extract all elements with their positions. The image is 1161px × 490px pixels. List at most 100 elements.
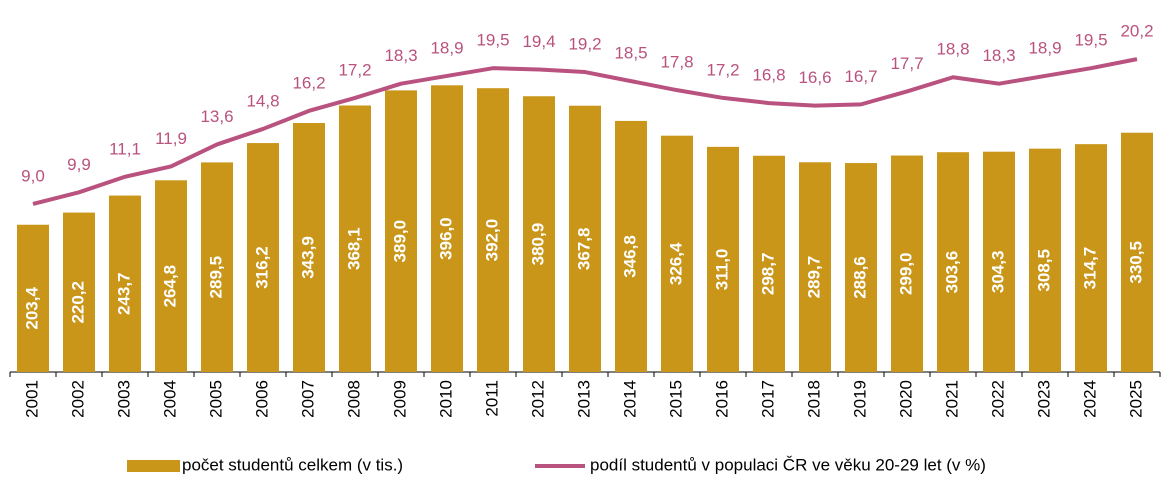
bar-value-label: 299,0 (896, 252, 915, 295)
bar-value-label: 316,2 (252, 246, 271, 289)
bar-value-label: 396,0 (436, 217, 455, 260)
line-value-label: 17,7 (890, 54, 923, 73)
bar-value-label: 203,4 (22, 287, 41, 330)
line-value-label: 18,5 (614, 44, 647, 63)
bar (615, 120, 647, 372)
bar-value-label: 303,6 (942, 251, 961, 294)
x-tick-label: 2023 (1034, 380, 1053, 418)
line-value-label: 9,9 (67, 155, 91, 174)
bar-value-label: 220,2 (68, 281, 87, 324)
bar-value-label: 298,7 (758, 253, 777, 296)
line-value-label: 16,6 (798, 68, 831, 87)
line-value-label: 19,4 (522, 32, 555, 51)
line-value-label: 17,2 (338, 60, 371, 79)
bar (1075, 144, 1107, 372)
x-tick-label: 2008 (344, 380, 363, 418)
bar (339, 105, 371, 372)
bar-value-label: 326,4 (666, 242, 685, 285)
bar (201, 162, 233, 372)
x-tick-label: 2005 (206, 380, 225, 418)
x-tick-label: 2009 (390, 380, 409, 418)
x-tick-label: 2025 (1126, 380, 1145, 418)
line-value-label: 18,9 (1028, 38, 1061, 57)
x-tick-label: 2001 (22, 380, 41, 418)
bar-value-label: 243,7 (114, 273, 133, 316)
x-tick-label: 2006 (252, 380, 271, 418)
x-tick-label: 2022 (988, 380, 1007, 418)
bar (661, 135, 693, 372)
line-value-label: 14,8 (246, 91, 279, 110)
x-tick-label: 2007 (298, 380, 317, 418)
bar (1121, 132, 1153, 372)
bar (385, 90, 417, 372)
bar-value-label: 264,8 (160, 265, 179, 308)
legend-label: podíl studentů v populaci ČR ve věku 20-… (590, 455, 986, 474)
bar (247, 143, 279, 372)
bar-value-label: 308,5 (1034, 249, 1053, 292)
x-tick-label: 2018 (804, 380, 823, 418)
legend-label: počet studentů celkem (v tis.) (182, 455, 403, 474)
bar (753, 155, 785, 372)
line-value-label: 18,3 (384, 46, 417, 65)
line-value-label: 19,5 (476, 31, 509, 50)
x-tick-label: 2013 (574, 380, 593, 418)
x-tick-label: 2019 (850, 380, 869, 418)
line-value-label: 20,2 (1120, 22, 1153, 41)
bar (293, 123, 325, 372)
bar-value-label: 304,3 (988, 251, 1007, 294)
x-tick-label: 2010 (436, 380, 455, 418)
bar (155, 180, 187, 372)
x-tick-label: 2002 (68, 380, 87, 418)
x-tick-label: 2024 (1080, 380, 1099, 418)
bar-value-label: 368,1 (344, 227, 363, 270)
x-tick-label: 2021 (942, 380, 961, 418)
line-value-label: 18,3 (982, 46, 1015, 65)
bar-value-label: 289,5 (206, 256, 225, 299)
line-value-label: 17,2 (706, 60, 739, 79)
line-value-label: 16,2 (292, 73, 325, 92)
line-value-label: 19,5 (1074, 31, 1107, 50)
bar-value-label: 311,0 (712, 249, 731, 291)
bar (63, 212, 95, 372)
line-value-label: 11,9 (155, 129, 187, 148)
bar (523, 96, 555, 373)
x-tick-label: 2015 (666, 380, 685, 418)
x-tick-label: 2003 (114, 380, 133, 418)
bar-value-label: 314,7 (1080, 247, 1099, 290)
bar (17, 224, 49, 372)
x-tick-label: 2020 (896, 380, 915, 418)
x-tick-label: 2014 (620, 380, 639, 418)
bar-value-label: 389,0 (390, 220, 409, 263)
x-tick-label: 2012 (528, 380, 547, 418)
line-value-label: 18,9 (430, 38, 463, 57)
bar (937, 152, 969, 372)
bar (109, 195, 141, 372)
line-value-label: 19,2 (568, 35, 601, 54)
bar-value-label: 346,8 (620, 235, 639, 278)
line-value-label: 16,7 (844, 67, 877, 86)
bar (1029, 148, 1061, 372)
bar (983, 151, 1015, 372)
bar-value-label: 289,7 (804, 256, 823, 299)
line-value-label: 17,8 (660, 53, 693, 72)
line (32, 57, 1138, 206)
bar-value-label: 380,9 (528, 223, 547, 266)
bar-value-label: 367,8 (574, 228, 593, 271)
bar-value-label: 343,9 (298, 236, 317, 279)
bar-value-label: 330,5 (1126, 241, 1145, 284)
line-value-label: 18,8 (936, 40, 969, 59)
bar-value-label: 392,0 (482, 219, 501, 262)
x-tick-label: 2016 (712, 380, 731, 418)
line-value-label: 9,0 (21, 166, 45, 185)
bar (431, 85, 463, 373)
bar (799, 162, 831, 372)
line-value-label: 11,1 (109, 139, 141, 158)
bar (477, 88, 509, 372)
line-value-label: 16,8 (752, 66, 785, 85)
bar (707, 146, 739, 372)
x-tick-label: 2017 (758, 380, 777, 418)
line-value-label: 13,6 (200, 107, 233, 126)
bar-value-label: 288,6 (850, 256, 869, 299)
